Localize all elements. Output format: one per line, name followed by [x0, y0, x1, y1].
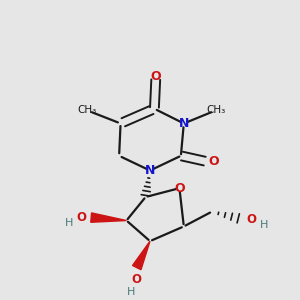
Polygon shape	[91, 213, 127, 222]
Text: CH₃: CH₃	[207, 105, 226, 115]
Text: O: O	[174, 182, 185, 195]
Polygon shape	[133, 241, 150, 270]
Text: O: O	[208, 155, 219, 168]
Text: O: O	[246, 213, 256, 226]
Text: O: O	[132, 274, 142, 286]
Text: H: H	[65, 218, 74, 229]
Text: H: H	[260, 220, 268, 230]
Text: O: O	[151, 70, 161, 83]
Text: CH₃: CH₃	[77, 105, 96, 115]
Text: N: N	[145, 164, 155, 177]
Text: H: H	[127, 287, 135, 297]
Text: N: N	[178, 117, 189, 130]
Text: O: O	[76, 211, 86, 224]
